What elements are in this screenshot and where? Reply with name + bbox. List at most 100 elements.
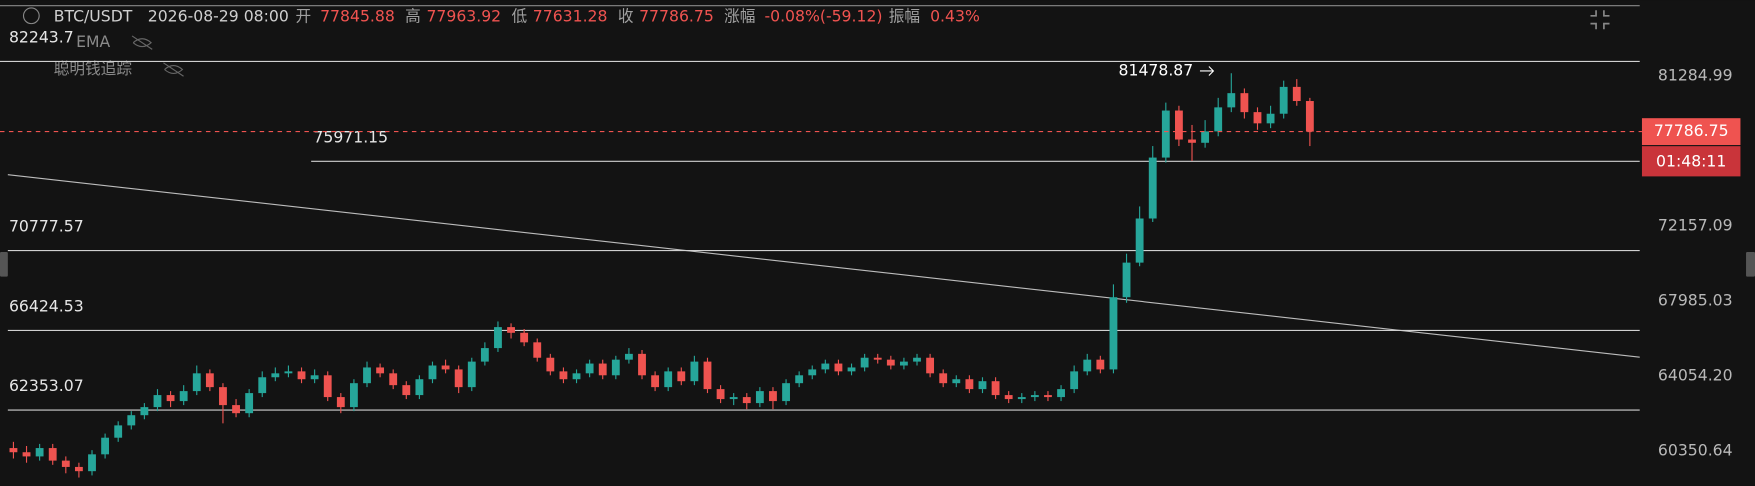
level-label: 82243.7	[9, 27, 74, 46]
hide-icon[interactable]	[163, 62, 184, 77]
candle-body	[88, 454, 96, 472]
candle-body	[1253, 112, 1262, 124]
candle-body	[755, 391, 764, 404]
candle-body	[926, 357, 935, 374]
info-value: 77845.88	[320, 6, 395, 25]
candle-body	[873, 357, 882, 360]
y-tick-label: 81284.99	[1658, 66, 1733, 85]
candle-body	[1070, 371, 1079, 390]
right-handle[interactable]	[1746, 251, 1755, 277]
candle-body	[219, 387, 227, 406]
toggle-icon[interactable]	[22, 7, 40, 25]
candle-body	[585, 363, 594, 374]
info-label: 开	[295, 6, 311, 25]
candle-body	[1214, 107, 1223, 132]
candle-body	[232, 405, 240, 414]
level-label: 66424.53	[9, 296, 84, 315]
candle-body	[1266, 113, 1275, 124]
hide-icon[interactable]	[131, 35, 153, 50]
candle-body	[1083, 359, 1092, 372]
trend-line	[7, 174, 1640, 358]
expand-icon[interactable]	[1590, 10, 1610, 30]
candle-body	[101, 437, 110, 455]
candle-body	[507, 327, 515, 333]
candle-body	[61, 460, 70, 467]
info-value: -0.08%(-59.12)	[764, 6, 882, 25]
candle-body	[546, 357, 555, 372]
candle-body	[192, 373, 201, 392]
candle-body	[284, 371, 293, 374]
info-label: 振幅	[889, 6, 920, 25]
candle-body	[402, 385, 411, 396]
y-tick-label: 60350.64	[1658, 441, 1733, 460]
candle-body	[74, 466, 83, 472]
candle-body	[860, 357, 869, 368]
candle-body	[651, 375, 660, 388]
candle-body	[140, 407, 149, 416]
candle-body	[415, 379, 424, 396]
candle-body	[624, 353, 633, 360]
candle-body	[1240, 93, 1249, 113]
info-value: 0.43%	[930, 6, 980, 25]
candle-body	[952, 379, 961, 384]
candle-body	[1044, 395, 1052, 398]
price-tags: 77786.75 01:48:11	[0, 118, 1741, 177]
candle-body	[991, 381, 1000, 396]
candle-body	[729, 397, 738, 400]
left-handle[interactable]	[0, 251, 8, 277]
candle-body	[1148, 157, 1157, 219]
candle-body	[389, 373, 398, 386]
candle-body	[520, 332, 529, 343]
candle-body	[48, 448, 57, 461]
candle-body	[1227, 93, 1236, 108]
indicator: EMA	[76, 32, 110, 51]
candle-body	[598, 363, 607, 376]
y-tick-label: 64054.20	[1658, 366, 1733, 385]
candle-body	[494, 327, 502, 349]
candle-body	[297, 371, 306, 380]
candle-body	[913, 357, 921, 362]
candle-body	[716, 389, 725, 400]
candle-body	[323, 375, 332, 398]
y-tick-label: 67985.03	[1658, 291, 1733, 310]
candle-body	[1279, 86, 1288, 114]
level-label: 62353.07	[9, 376, 84, 395]
candle-body	[1174, 110, 1183, 140]
candle-body	[114, 425, 123, 438]
countdown-tag	[1641, 146, 1741, 177]
candle-body	[690, 361, 699, 382]
level-label: 75971.15	[313, 127, 388, 146]
candle-body	[22, 452, 31, 457]
candle-body	[1161, 110, 1170, 158]
candle-body	[965, 379, 974, 390]
candle-body	[742, 397, 751, 404]
candle-body	[1004, 395, 1013, 400]
price-tag	[1641, 118, 1741, 146]
candle-body	[664, 371, 673, 388]
y-tick-label: 72157.09	[1658, 216, 1733, 235]
candles: 81478.87	[9, 60, 1314, 478]
info-label: 涨幅	[724, 6, 755, 25]
candle-body	[638, 353, 646, 376]
candle-body	[428, 365, 437, 380]
candle-body	[978, 381, 987, 390]
candle-body	[834, 363, 843, 372]
candle-body	[480, 348, 489, 362]
candle-body	[376, 367, 385, 374]
candle-body	[769, 391, 777, 402]
candle-body	[127, 415, 136, 426]
info-value: 77631.28	[533, 6, 608, 25]
candle-body	[899, 361, 908, 366]
candle-body	[611, 359, 620, 376]
candle-body	[886, 359, 895, 366]
info-label: 收	[618, 6, 634, 25]
candle-body	[1201, 131, 1210, 143]
candle-body	[441, 365, 450, 370]
candle-body	[1030, 395, 1039, 398]
candle-body	[1292, 86, 1301, 102]
candle-body	[363, 367, 371, 384]
info-value: 77786.75	[639, 6, 714, 25]
candle-body	[677, 371, 686, 382]
